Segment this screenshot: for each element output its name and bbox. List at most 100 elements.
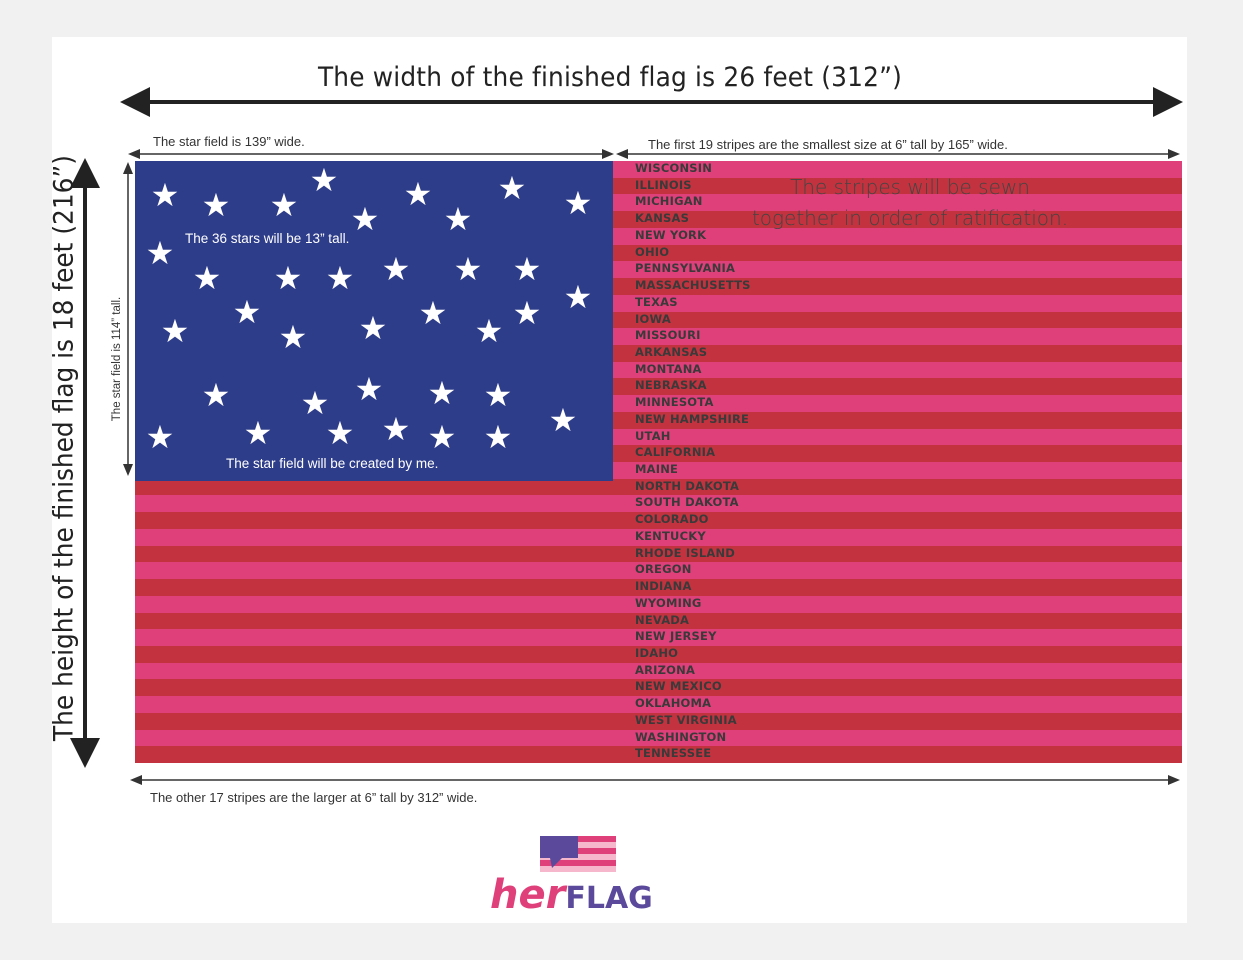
star-field-width-arrow (128, 149, 614, 159)
stripe: RHODE ISLAND (135, 545, 1182, 563)
stripes-order-note-line1: The stripes will be sewn (790, 175, 1030, 199)
star-icon: ★ (427, 374, 457, 412)
stripe-state-label: MAINE (635, 462, 679, 476)
stripe-state-label: NEVADA (635, 612, 690, 627)
star-field: ★ ★ ★ ★ ★ ★ ★ ★ ★ ★ ★ ★ ★ ★ ★ ★ ★ ★ ★ ★ ★ ★ ★ ★ ★ ★ ★ ★ ★ ★ ★ ★ ★ ★ ★ ★ The… (135, 161, 613, 481)
stripe-state-label: PENNSYLVANIA (635, 261, 736, 276)
stripe-state-label: SOUTH DAKOTA (635, 495, 739, 510)
stripe-state-label: WEST VIRGINIA (635, 712, 737, 727)
star-icon: ★ (418, 294, 448, 332)
stripe: COLORADO (135, 512, 1182, 530)
logo-her: her (490, 872, 566, 918)
stripe-state-label: NORTH DAKOTA (635, 478, 740, 493)
stripe-state-label: WISCONSIN (635, 161, 713, 175)
stripe-state-label: KANSAS (635, 211, 690, 226)
star-icon: ★ (150, 176, 180, 214)
stripe-state-label: NEW HAMPSHIRE (635, 411, 750, 426)
star-icon: ★ (325, 414, 355, 452)
stripe-state-label: NEW MEXICO (635, 679, 722, 694)
stripe-state-label: ARKANSAS (635, 344, 708, 359)
star-icon: ★ (443, 200, 473, 238)
stripe-state-label: OHIO (635, 244, 670, 259)
star-icon: ★ (358, 309, 388, 347)
stripe-state-label: IOWA (635, 311, 671, 326)
star-icon: ★ (474, 312, 504, 350)
star-icon: ★ (300, 384, 330, 422)
logo-wordmark: herFLAG (490, 872, 653, 918)
herflag-logo: herFLAG (490, 834, 670, 918)
stripe-state-label: INDIANA (635, 579, 692, 594)
stripe-state-label: MASSACHUSETTS (635, 278, 751, 293)
star-field-width-note: The star field is 139” wide. (153, 134, 305, 149)
height-arrow (70, 158, 100, 768)
stripe-state-label: KENTUCKY (635, 528, 706, 543)
star-icon: ★ (512, 250, 542, 288)
stripe-state-label: TEXAS (635, 294, 678, 309)
stripe: TENNESSEE (135, 746, 1182, 764)
stripe-state-label: NEW YORK (635, 227, 707, 242)
star-icon: ★ (243, 414, 273, 452)
stripe-state-label: TENNESSEE (635, 746, 712, 761)
stripe-state-label: WASHINGTON (635, 729, 727, 744)
star-icon: ★ (273, 259, 303, 297)
stripe: OKLAHOMA (135, 696, 1182, 714)
star-icon: ★ (548, 401, 578, 439)
stripe-state-label: OKLAHOMA (635, 696, 712, 711)
stripe: NEW JERSEY (135, 629, 1182, 647)
stripe-state-label: ILLINOIS (635, 177, 692, 192)
star-icon: ★ (563, 278, 593, 316)
star-field-height-arrow (123, 162, 133, 476)
stripe-state-label: CALIFORNIA (635, 445, 716, 460)
stripes-order-note-line2: together in order of ratification. (751, 206, 1069, 230)
star-icon: ★ (497, 169, 527, 207)
other-stripes-note: The other 17 stripes are the larger at 6… (150, 790, 478, 805)
stripe: ARIZONA (135, 662, 1182, 680)
width-arrow (120, 87, 1183, 117)
star-icon: ★ (201, 376, 231, 414)
star-icon: ★ (145, 418, 175, 456)
stripe-state-label: OREGON (635, 562, 692, 577)
stripe-state-label: MISSOURI (635, 328, 701, 343)
long-stripes-arrow (130, 775, 1180, 785)
star-icon: ★ (278, 318, 308, 356)
star-icon: ★ (381, 250, 411, 288)
stripe-state-label: MONTANA (635, 361, 702, 376)
stripe-state-label: MINNESOTA (635, 395, 714, 410)
star-icon: ★ (563, 184, 593, 222)
stripe: NORTH DAKOTA (135, 478, 1182, 496)
star-icon: ★ (350, 200, 380, 238)
stripe-state-label: IDAHO (635, 645, 679, 660)
stripe-state-label: UTAH (635, 428, 671, 443)
star-icon: ★ (483, 376, 513, 414)
first-stripes-note: The first 19 stripes are the smallest si… (648, 137, 1008, 152)
star-icon: ★ (483, 418, 513, 456)
stripe-state-label: RHODE ISLAND (635, 545, 736, 560)
stripe-state-label: NEW JERSEY (635, 629, 717, 644)
star-field-height-note: The star field is 114” tall. (111, 296, 123, 422)
stripe: WEST VIRGINIA (135, 712, 1182, 731)
star-icon: ★ (403, 175, 433, 213)
stripe-state-label: WYOMING (635, 595, 702, 610)
short-stripes-arrow (616, 149, 1180, 159)
stripe: NEW MEXICO (135, 679, 1182, 697)
star-icon: ★ (427, 418, 457, 456)
stripe-state-label: ARIZONA (635, 662, 696, 677)
flag: WISCONSIN ILLINOIS MICHIGAN KANSAS NEW YORK O… (135, 161, 1182, 764)
logo-flag: FLAG (565, 881, 653, 916)
star-icon: ★ (232, 293, 262, 331)
stripe: INDIANA (135, 579, 1182, 597)
star-icon: ★ (453, 250, 483, 288)
star-icon: ★ (160, 312, 190, 350)
star-icon: ★ (201, 186, 231, 224)
stars-height-note: The 36 stars will be 13” tall. (185, 231, 350, 246)
stripes-order-note: The stripes will be sewn together in ord… (745, 172, 1075, 234)
stripe: KENTUCKY (135, 528, 1182, 547)
stripe: OREGON (135, 562, 1182, 580)
stripe-state-label: MICHIGAN (635, 194, 703, 209)
stripe: WASHINGTON (135, 729, 1182, 747)
flag-height-label: The height of the finished flag is 18 fe… (48, 155, 80, 741)
star-icon: ★ (381, 410, 411, 448)
stripe: SOUTH DAKOTA (135, 495, 1182, 513)
star-icon: ★ (354, 370, 384, 408)
star-icon: ★ (309, 161, 339, 199)
